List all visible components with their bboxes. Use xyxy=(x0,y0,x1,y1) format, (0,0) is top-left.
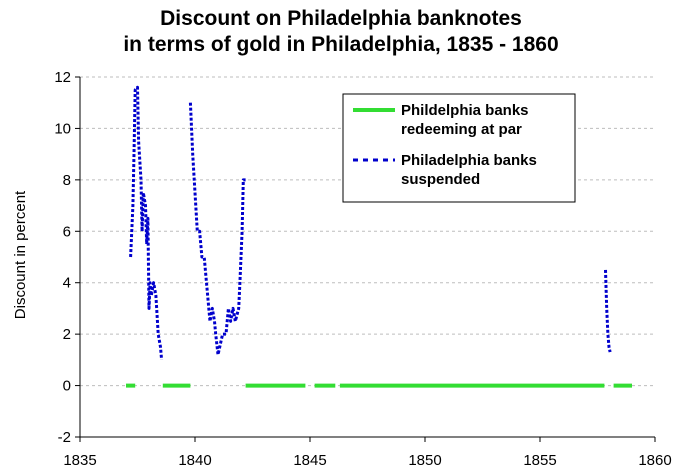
y-tick-label: 12 xyxy=(54,69,71,86)
y-tick-label: 8 xyxy=(63,172,71,189)
x-tick-label: 1840 xyxy=(178,452,211,469)
y-tick-label: 6 xyxy=(63,223,71,240)
series-line-philadelphia-banks-suspended xyxy=(604,269,612,353)
tick-labels: -2 0 2 4 6 8 10 12 1835 1840 1845 1850 1855 1860 xyxy=(54,69,671,469)
legend: Phildelphia banks redeeming at par Philade… xyxy=(342,93,576,203)
y-tick-label: -2 xyxy=(58,429,71,446)
axes xyxy=(75,76,656,442)
chart-title-line-1: Discount on Philadelphia banknotes xyxy=(160,7,522,30)
y-tick-label: 0 xyxy=(63,378,71,395)
plot-area xyxy=(126,85,632,388)
series-line-philadelphia-banks-suspended xyxy=(188,102,246,357)
x-tick-label: 1850 xyxy=(408,452,441,469)
series-line-philadelphia-banks-suspended xyxy=(129,85,164,361)
y-tick-label: 4 xyxy=(63,275,71,292)
x-tick-label: 1855 xyxy=(523,452,556,469)
chart-title-line-2: in terms of gold in Philadelphia, 1835 -… xyxy=(123,33,559,56)
x-tick-label: 1835 xyxy=(63,452,96,469)
y-tick-label: 2 xyxy=(63,326,71,343)
x-tick-label: 1860 xyxy=(638,452,671,469)
legend-label-phildelphia-banks-redeeming-at-par: Phildelphia banks redeeming at par xyxy=(401,102,529,138)
x-tick-label: 1845 xyxy=(293,452,326,469)
y-axis-label: Discount in percent xyxy=(12,190,29,319)
chart-title: Discount on Philadelphia banknotes in te… xyxy=(0,6,682,58)
y-tick-label: 10 xyxy=(54,120,71,137)
legend-label-philadelphia-banks-suspended: Philadelphia banks suspended xyxy=(401,152,537,188)
